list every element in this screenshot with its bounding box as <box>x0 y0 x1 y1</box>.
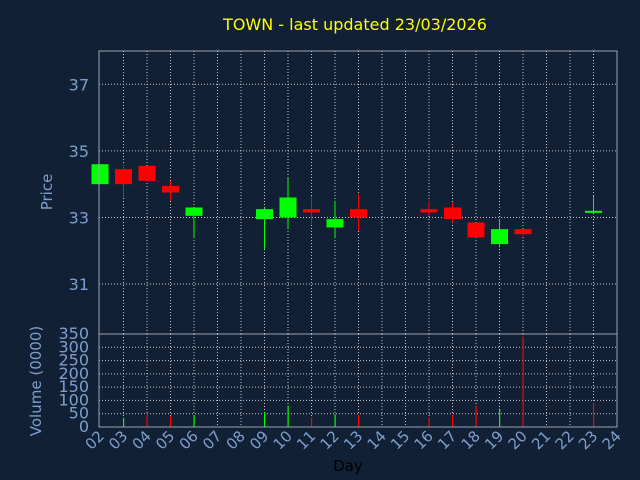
volume-bar <box>593 403 595 427</box>
price-axis-label: Price <box>38 174 56 211</box>
x-tick-label: 13 <box>340 427 366 453</box>
candle-body <box>420 209 438 213</box>
candle-body <box>444 207 461 220</box>
x-tick-label: 05 <box>152 427 178 453</box>
x-tick-label: 18 <box>458 427 484 453</box>
x-tick-label: 09 <box>246 427 272 453</box>
volume-tick-label: 250 <box>58 351 89 370</box>
volume-tick-label: 100 <box>58 390 89 409</box>
volume-bar <box>193 415 195 427</box>
volume-bar <box>287 405 289 427</box>
x-tick-label: 23 <box>575 427 601 453</box>
volume-tick-label: 50 <box>69 404 89 423</box>
x-axis-label: Day <box>333 457 363 475</box>
candle-body <box>185 207 203 216</box>
volume-bar <box>264 412 266 427</box>
x-tick-label: 19 <box>481 427 507 453</box>
x-tick-label: 12 <box>317 427 343 453</box>
price-tick-label: 31 <box>69 275 89 294</box>
x-tick-label: 08 <box>223 427 249 453</box>
candle-body <box>585 210 602 213</box>
chart-title: TOWN - last updated 23/03/2026 <box>222 15 487 34</box>
volume-bar <box>475 405 477 427</box>
volume-tick-label: 0 <box>79 417 89 436</box>
volume-tick-label: 150 <box>58 377 89 396</box>
x-tick-label: 04 <box>129 427 155 453</box>
x-tick-label: 11 <box>293 427 319 453</box>
candle-body <box>303 209 320 213</box>
price-tick-label: 35 <box>69 142 89 161</box>
volume-bar <box>170 415 172 427</box>
candle-body <box>514 229 532 235</box>
volume-bar <box>428 417 430 427</box>
volume-tick-label: 200 <box>58 364 89 383</box>
price-tick-label: 37 <box>69 75 89 94</box>
x-tick-label: 03 <box>105 427 131 453</box>
x-tick-label: 15 <box>387 427 413 453</box>
volume-bar <box>123 417 125 427</box>
candle-body <box>491 229 508 245</box>
volume-bar <box>522 336 524 427</box>
candle-body <box>256 209 273 220</box>
x-tick-label: 16 <box>411 427 437 453</box>
volume-axis-label: Volume (0000) <box>27 326 45 436</box>
price-tick-label: 33 <box>69 208 89 227</box>
volume-tick-label: 350 <box>58 324 89 343</box>
x-tick-label: 06 <box>176 427 202 453</box>
volume-bar <box>146 415 148 427</box>
volume-bar <box>452 415 454 427</box>
x-tick-label: 24 <box>599 427 625 453</box>
volume-bar <box>358 415 360 427</box>
candle-body <box>467 222 485 238</box>
x-tick-label: 10 <box>270 427 296 453</box>
volume-bar <box>334 414 336 427</box>
candle-body <box>91 164 109 185</box>
candle-body <box>162 185 179 193</box>
volume-bar <box>311 417 313 427</box>
x-tick-label: 07 <box>199 427 225 453</box>
x-tick-label: 21 <box>528 427 554 453</box>
candle-body <box>138 165 156 181</box>
x-tick-label: 20 <box>505 427 531 453</box>
volume-plot-frame <box>98 333 618 428</box>
candle-body <box>326 219 344 228</box>
x-tick-label: 14 <box>364 427 390 453</box>
volume-bar <box>499 409 501 427</box>
volume-tick-label: 300 <box>58 337 89 356</box>
candle-body <box>115 169 132 185</box>
x-tick-label: 17 <box>434 427 460 453</box>
candle-body <box>350 209 367 218</box>
x-tick-label: 22 <box>552 427 578 453</box>
candle-body <box>279 197 297 218</box>
